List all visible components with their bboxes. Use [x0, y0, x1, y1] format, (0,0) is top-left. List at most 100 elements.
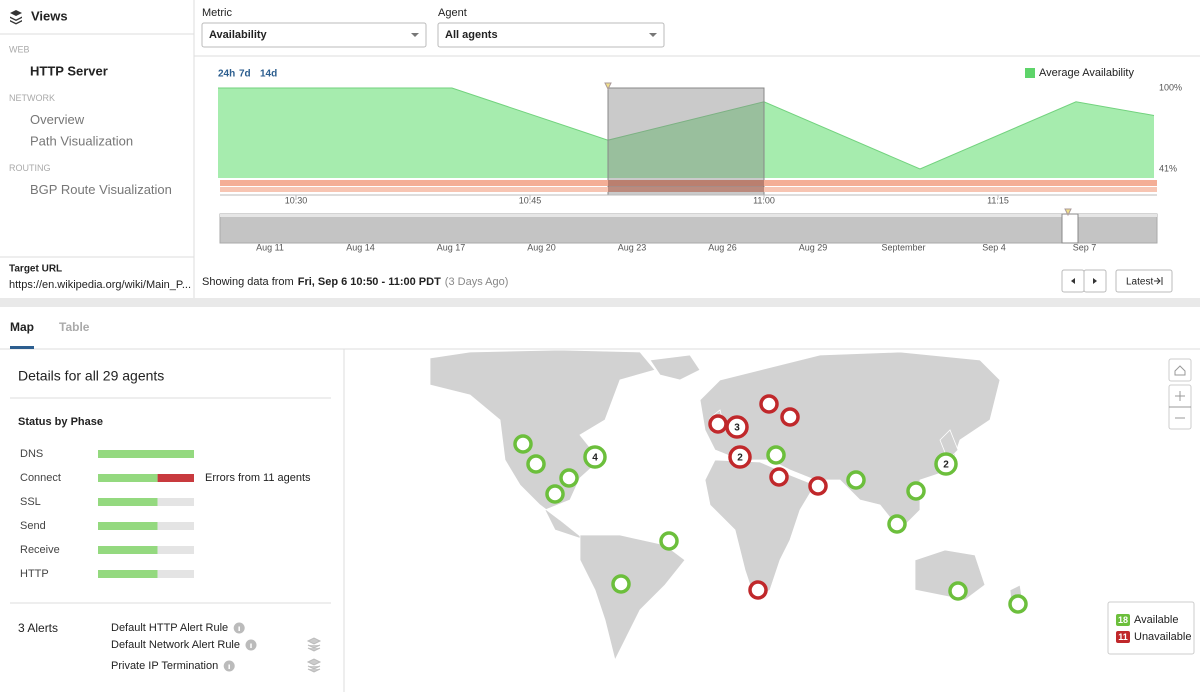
- agent-count: 2: [737, 453, 743, 464]
- land: [429, 349, 656, 541]
- dropdown[interactable]: [437, 22, 665, 48]
- agent-marker[interactable]: [725, 415, 749, 439]
- tab[interactable]: Table: [59, 320, 90, 334]
- legend-label: Unavailable: [1134, 631, 1191, 643]
- agent-marker[interactable]: [728, 445, 752, 469]
- agent-marker[interactable]: [948, 581, 968, 601]
- alert-rule[interactable]: Private IP Termination: [111, 660, 218, 672]
- timeline-label: Aug 17: [437, 242, 466, 252]
- nav-item[interactable]: Path Visualization: [30, 133, 133, 148]
- legend-swatch: [1025, 68, 1035, 78]
- section-label: ROUTING: [9, 163, 51, 173]
- alert-rule[interactable]: Default HTTP Alert Rule: [111, 622, 228, 634]
- legend-label: Available: [1134, 614, 1178, 626]
- nav-item[interactable]: Overview: [30, 112, 85, 127]
- x-tick-label: 10:45: [519, 195, 542, 205]
- status-text: Showing data from Fri, Sep 6 10:50 - 11:0…: [202, 276, 508, 288]
- phase-pending: [157, 570, 194, 578]
- agent-marker[interactable]: [545, 484, 565, 504]
- legend-badge: [1116, 631, 1130, 643]
- section-label: NETWORK: [9, 93, 55, 103]
- timeline[interactable]: [219, 213, 1158, 244]
- timeline-marker: [1064, 208, 1072, 217]
- legend-label: Average Availability: [1039, 67, 1134, 79]
- latest-icon: [1154, 277, 1163, 285]
- phase-ok: [98, 546, 158, 554]
- alerts-title: 3 Alerts: [18, 621, 58, 635]
- agent-marker[interactable]: [934, 452, 958, 476]
- details-heading: Details for all 29 agents: [18, 368, 164, 384]
- nav-item[interactable]: HTTP Server: [30, 63, 108, 78]
- agent-marker[interactable]: [559, 468, 579, 488]
- land: [914, 549, 986, 601]
- timeline-top: [220, 214, 1157, 217]
- legend-badge: [1116, 614, 1130, 626]
- tab-underline: [10, 346, 34, 349]
- arrow-icon: [1093, 278, 1097, 284]
- phase-pending: [157, 546, 194, 554]
- zoom-icons: [1169, 391, 1191, 419]
- agent-marker[interactable]: [766, 445, 786, 465]
- timeline-label: Aug 20: [527, 242, 556, 252]
- phase-title: Status by Phase: [18, 416, 103, 428]
- target-label: Target URL: [9, 264, 62, 275]
- selection: [607, 87, 765, 196]
- agent-marker[interactable]: [526, 454, 546, 474]
- phase-note: Errors from 11 agents: [205, 472, 311, 484]
- agent-count: 2: [943, 460, 949, 471]
- status-part: Showing data from: [202, 276, 294, 288]
- timeline-label: Aug 14: [346, 242, 375, 252]
- legend-count: 18: [1118, 615, 1128, 625]
- timeline-handle[interactable]: [1061, 213, 1079, 244]
- separator: [0, 298, 1200, 307]
- selection-marker: [604, 82, 612, 91]
- agent-marker[interactable]: [659, 531, 679, 551]
- phase-name: DNS: [20, 448, 43, 460]
- layers-icon: [306, 637, 322, 652]
- phase-ok: [98, 474, 158, 482]
- agent-marker[interactable]: [748, 580, 768, 600]
- agent-count: 3: [734, 423, 740, 434]
- land: [579, 534, 686, 662]
- agent-marker[interactable]: [1008, 594, 1028, 614]
- phase-name: Connect: [20, 472, 61, 484]
- status-part: (3 Days Ago): [445, 276, 509, 288]
- x-tick-label: 11:00: [753, 195, 775, 205]
- agent-marker[interactable]: [887, 514, 907, 534]
- phase-ok: [98, 450, 194, 458]
- phase-errors: [157, 474, 194, 482]
- agent-marker[interactable]: [846, 470, 866, 490]
- agent-marker[interactable]: [769, 467, 789, 487]
- agent-marker[interactable]: [708, 414, 728, 434]
- latest-button[interactable]: [1115, 269, 1173, 293]
- agent-marker[interactable]: [583, 445, 607, 469]
- phase-pending: [157, 498, 194, 506]
- agent-marker[interactable]: [513, 434, 533, 454]
- range-button[interactable]: 14d: [260, 69, 277, 80]
- target-url: https://en.wikipedia.org/wiki/Main_P...: [9, 279, 191, 291]
- latest-label: Latest: [1126, 277, 1153, 288]
- timeline-label: Aug 11: [256, 242, 284, 252]
- tab[interactable]: Map: [10, 320, 34, 334]
- range-button[interactable]: 7d: [239, 69, 251, 80]
- area: [218, 88, 1154, 178]
- home-button[interactable]: [1168, 358, 1192, 382]
- nav-item[interactable]: BGP Route Visualization: [30, 182, 172, 197]
- agent-marker[interactable]: [808, 476, 828, 496]
- agent-marker[interactable]: [759, 394, 779, 414]
- phase-ok: [98, 570, 158, 578]
- agent-marker[interactable]: [906, 481, 926, 501]
- phase-name: Send: [20, 520, 46, 532]
- agent-marker[interactable]: [611, 574, 631, 594]
- timeline-label: Sep 7: [1073, 242, 1097, 252]
- phase-name: Receive: [20, 544, 60, 556]
- section-label: WEB: [9, 44, 30, 54]
- legend-count: 11: [1118, 632, 1128, 642]
- views-icon: [10, 10, 22, 25]
- agent-marker[interactable]: [780, 407, 800, 427]
- timeline-label: Aug 23: [618, 242, 647, 252]
- alert-rule[interactable]: Default Network Alert Rule: [111, 639, 240, 651]
- dropdown[interactable]: [201, 22, 427, 48]
- range-button[interactable]: 24h: [218, 69, 235, 80]
- land: [704, 459, 816, 601]
